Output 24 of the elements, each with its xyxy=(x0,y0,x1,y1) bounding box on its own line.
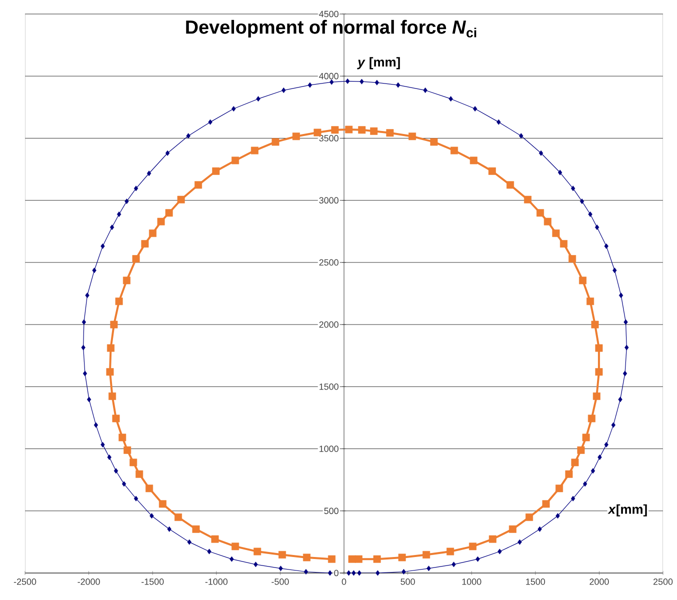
chart-title: Development of normal force N$_{ci}$ xyxy=(186,20,476,38)
y-tick-label: 2500 xyxy=(319,259,338,266)
y-tick-label: 3000 xyxy=(319,197,338,204)
y-tick-label: 4000 xyxy=(319,72,338,80)
y-tick-label: 3500 xyxy=(319,135,338,142)
y-tick-label: 4500 xyxy=(319,10,338,18)
x-tick-label: 500 xyxy=(400,578,415,585)
y-tick-label: 1000 xyxy=(320,446,338,452)
y-tick-label: 2000 xyxy=(319,321,338,328)
y-tick-label: 0 xyxy=(334,570,338,576)
y-axis-title: y [mm] xyxy=(357,57,400,70)
y-tick-label: 500 xyxy=(324,508,338,514)
x-tick-label: -1500 xyxy=(142,578,164,585)
x-tick-label: 1000 xyxy=(462,578,482,585)
x-tick-label: -1000 xyxy=(205,578,228,585)
x-tick-label: 0 xyxy=(342,578,346,585)
x-tick-label: -2500 xyxy=(14,578,36,585)
x-tick-label: -500 xyxy=(272,578,289,585)
x-tick-label: -2000 xyxy=(78,578,100,585)
x-tick-label: 2000 xyxy=(590,578,609,585)
y-tick-label: 1500 xyxy=(320,383,338,390)
x-tick-label: 2500 xyxy=(653,578,673,585)
x-tick-label: 1500 xyxy=(526,578,546,585)
x-axis-title: x[mm] xyxy=(608,504,647,516)
